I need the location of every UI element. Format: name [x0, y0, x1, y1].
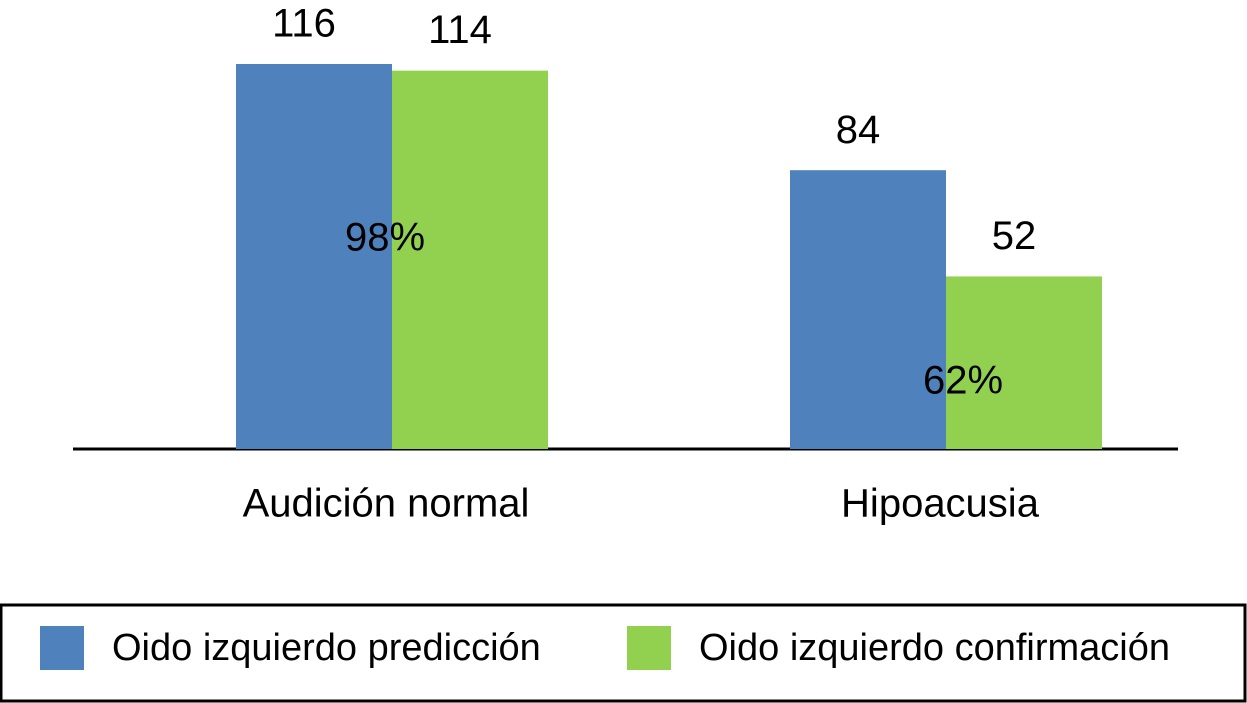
- annotation: 62%: [923, 359, 1003, 403]
- value-label: 84: [836, 108, 881, 152]
- value-label: 114: [428, 8, 492, 52]
- legend-swatch: [627, 626, 671, 670]
- legend-label: Oido izquierdo predicción: [112, 627, 541, 669]
- x-tick-label: Audición normal: [243, 482, 530, 526]
- bar: [790, 170, 946, 449]
- annotation: 98%: [345, 216, 425, 260]
- x-tick-label: Hipoacusia: [841, 482, 1040, 526]
- value-label: 52: [992, 214, 1037, 258]
- value-label: 116: [272, 2, 336, 46]
- legend-box: [0, 603, 1247, 703]
- bar: [392, 70, 548, 449]
- bar: [946, 276, 1102, 449]
- legend-swatch: [40, 626, 84, 670]
- legend-label: Oido izquierdo confirmación: [699, 627, 1170, 669]
- bar: [236, 64, 392, 449]
